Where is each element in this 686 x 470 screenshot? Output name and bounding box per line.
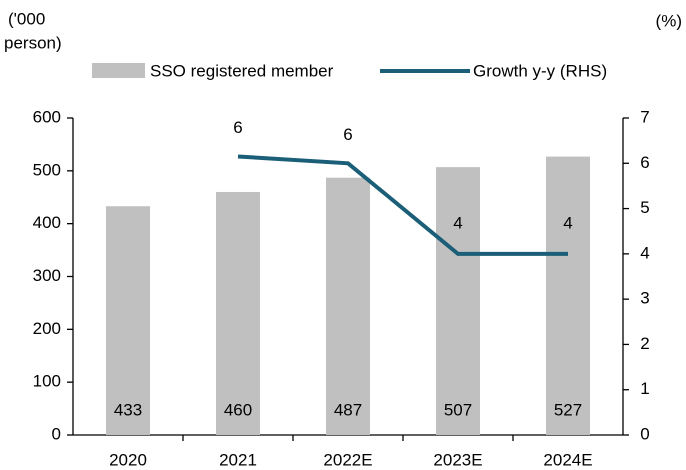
bar bbox=[216, 191, 260, 435]
y-axis-label: person) bbox=[4, 33, 62, 52]
x-tick-label: 2024E bbox=[543, 450, 592, 469]
bar bbox=[436, 167, 480, 435]
y-tick-label: 600 bbox=[33, 107, 61, 126]
y-tick-label: 300 bbox=[33, 266, 61, 285]
y2-tick-label: 5 bbox=[640, 198, 649, 217]
x-tick-label: 2020 bbox=[109, 450, 147, 469]
x-tick-label: 2023E bbox=[433, 450, 482, 469]
bar bbox=[106, 206, 150, 435]
y-tick-label: 200 bbox=[33, 319, 61, 338]
line bbox=[237, 154, 568, 256]
y-tick-label: 0 bbox=[52, 424, 61, 443]
y-tick-label: 500 bbox=[33, 160, 61, 179]
line-value-label: 6 bbox=[233, 118, 242, 137]
x-tick-label: 2021 bbox=[219, 450, 257, 469]
y2-tick-label: 0 bbox=[640, 424, 649, 443]
bar bbox=[326, 177, 370, 435]
y2-tick-label: 6 bbox=[640, 153, 649, 172]
bar-value-label: 507 bbox=[444, 400, 472, 419]
y2-tick-label: 3 bbox=[640, 289, 649, 308]
bar-value-label: 433 bbox=[114, 400, 142, 419]
y2-tick-label: 1 bbox=[640, 379, 649, 398]
y2-tick-label: 4 bbox=[640, 243, 649, 262]
line-value-label: 6 bbox=[343, 125, 352, 144]
line-value-label: 4 bbox=[563, 213, 572, 232]
y2-tick-label: 2 bbox=[640, 334, 649, 353]
bar bbox=[546, 156, 590, 435]
y-tick-label: 400 bbox=[33, 213, 61, 232]
y2-axis-label: (%) bbox=[656, 11, 682, 30]
y-axis-label: ('000 bbox=[8, 9, 45, 28]
legend-swatch bbox=[92, 63, 145, 78]
legend-label: Growth y-y (RHS) bbox=[473, 61, 607, 80]
bar-value-label: 460 bbox=[224, 400, 252, 419]
legend-label: SSO registered member bbox=[150, 61, 334, 80]
y2-tick-label: 7 bbox=[640, 107, 649, 126]
bar-value-label: 527 bbox=[554, 400, 582, 419]
y-tick-label: 100 bbox=[33, 372, 61, 391]
x-tick-label: 2022E bbox=[323, 450, 372, 469]
bar-value-label: 487 bbox=[334, 400, 362, 419]
line-value-label: 4 bbox=[453, 213, 462, 232]
